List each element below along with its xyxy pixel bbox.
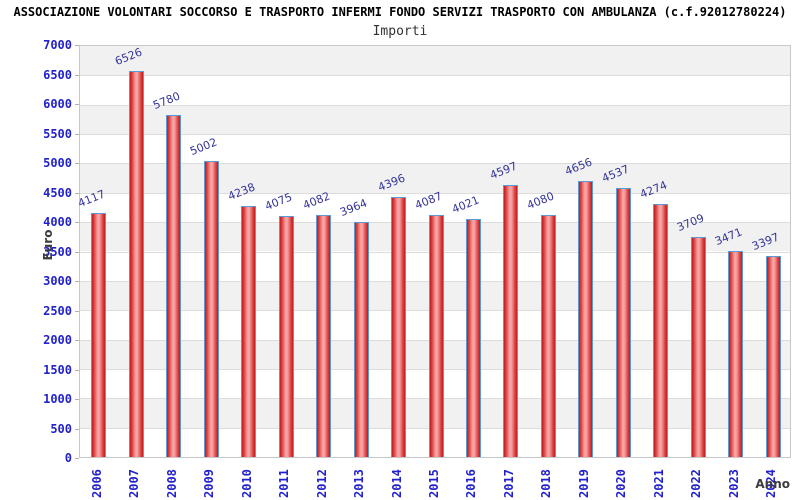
x-tick-label: 2017 (501, 469, 516, 499)
y-tick-mark (75, 45, 79, 46)
x-tick-label: 2022 (689, 469, 704, 499)
y-tick-mark (75, 340, 79, 341)
y-tick-label: 4500 (43, 185, 72, 200)
x-axis-title: Anno (755, 477, 790, 491)
y-tick-label: 2000 (43, 333, 72, 347)
plot-band (80, 75, 790, 105)
y-tick-label: 5500 (43, 126, 72, 141)
bar (765, 255, 781, 457)
bar (428, 214, 444, 457)
bar (128, 70, 144, 457)
y-tick-label: 7000 (43, 38, 72, 52)
y-tick-mark (75, 74, 79, 76)
x-tick-label: 2012 (314, 469, 329, 499)
x-tick-label: 2007 (127, 469, 142, 499)
bar (278, 215, 294, 457)
y-tick-mark (75, 104, 79, 105)
y-tick-mark (75, 251, 79, 253)
plot-band (80, 46, 790, 76)
y-tick-label: 3000 (43, 274, 72, 288)
y-tick-label: 6000 (43, 97, 72, 111)
y-tick-mark (75, 281, 79, 282)
bar (728, 251, 744, 457)
y-tick-label: 6500 (43, 67, 72, 82)
y-tick-mark (75, 428, 79, 430)
plot-band (80, 163, 790, 193)
y-tick-label: 5000 (43, 156, 72, 170)
gridline (80, 192, 790, 194)
gridline (80, 134, 790, 136)
gridline (80, 163, 790, 165)
x-tick-label: 2020 (614, 469, 629, 499)
x-tick-label: 2018 (539, 469, 554, 499)
y-axis-title: Euro (41, 229, 55, 261)
gridline (80, 75, 790, 77)
bar (91, 213, 107, 457)
y-tick-label: 3500 (43, 244, 72, 259)
plot-area: 4117 6526 5780 5002 4238 4075 4082 3964 4396 4087… (76, 45, 791, 458)
bar (690, 237, 706, 457)
bar (203, 160, 219, 457)
gridline (80, 104, 790, 106)
x-tick-label: 2014 (389, 469, 404, 499)
bar (316, 215, 332, 457)
y-tick-label: 0 (64, 451, 72, 465)
x-tick-label: 2008 (164, 469, 179, 499)
y-tick-label: 1000 (43, 392, 72, 406)
y-tick-label: 1500 (43, 362, 72, 377)
y-tick-label: 4000 (43, 215, 72, 229)
bar (465, 218, 481, 457)
bar (653, 203, 669, 457)
bar (578, 181, 594, 457)
y-tick-mark (75, 399, 79, 400)
bar (353, 222, 369, 457)
bar (540, 215, 556, 457)
chart-subtitle: Importi (372, 24, 428, 39)
x-tick-label: 2009 (202, 469, 217, 499)
x-tick-label: 2006 (89, 469, 104, 499)
bar (615, 188, 631, 457)
x-tick-label: 2019 (576, 469, 591, 499)
bar (391, 196, 407, 457)
x-tick-label: 2013 (352, 469, 367, 499)
x-tick-label: 2015 (427, 469, 441, 499)
x-tick-label: 2023 (726, 469, 741, 499)
plot-band (80, 134, 790, 164)
y-tick-label: 2500 (43, 303, 72, 318)
x-tick-label: 2010 (239, 469, 254, 499)
x-tick-label: 2011 (277, 469, 292, 499)
x-tick-label: 2021 (651, 469, 666, 499)
y-tick-mark (75, 310, 79, 312)
y-tick-label: 500 (50, 421, 72, 436)
bar (503, 184, 519, 457)
plot-band (80, 104, 790, 135)
chart-title: ASSOCIAZIONE VOLONTARI SOCCORSO E TRASPO… (13, 5, 787, 19)
y-tick-mark (75, 369, 79, 371)
y-tick-mark (75, 163, 79, 164)
bar (166, 114, 182, 457)
y-tick-mark (75, 458, 79, 459)
y-tick-mark (75, 192, 79, 194)
x-tick-label: 2016 (464, 469, 479, 499)
y-tick-mark (75, 222, 79, 223)
y-tick-mark (75, 133, 79, 135)
bar (241, 205, 257, 457)
